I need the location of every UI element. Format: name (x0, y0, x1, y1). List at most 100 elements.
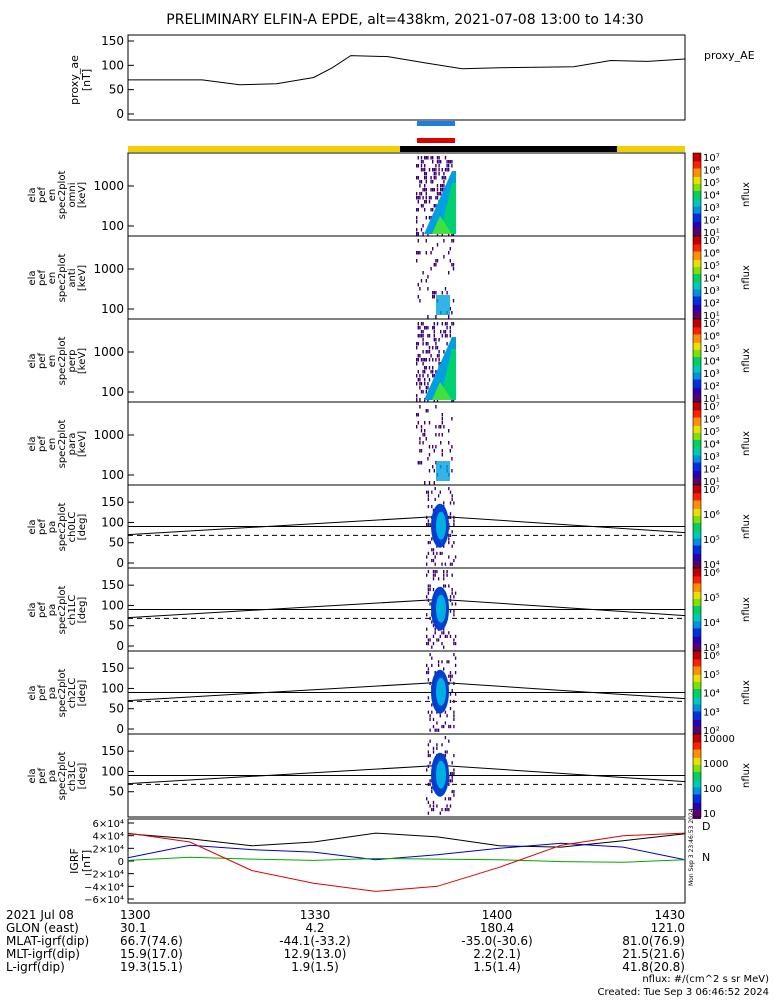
pa-ytick-label: 0 (116, 556, 124, 570)
colorbar-segment (693, 480, 701, 483)
colorbar-segment (693, 634, 701, 637)
pa-pixel (444, 721, 447, 725)
spectrogram-pixel (432, 370, 434, 374)
pa-pixel (441, 551, 443, 555)
colorbar-segment (693, 209, 701, 212)
spectrogram-pixel (441, 168, 443, 172)
colorbar-segment (693, 162, 701, 165)
spectrogram-pixel (424, 326, 426, 330)
colorbar-segment (693, 694, 701, 697)
colorbar-segment (693, 389, 701, 392)
pa-pixel (451, 591, 453, 595)
colorbar-segment (693, 228, 701, 231)
pa-pixel (427, 551, 430, 555)
pa-pixel (431, 620, 433, 624)
colorbar-segment (693, 600, 701, 603)
colorbar-segment (693, 169, 701, 172)
energy-ylabel-line: en (47, 189, 58, 202)
colorbar-tick-label: 1000 (703, 759, 728, 770)
spectrogram-pixel (449, 307, 451, 311)
colorbar-segment (693, 220, 701, 223)
spectrogram-pixel (435, 370, 437, 374)
spectrogram-pixel (438, 168, 440, 172)
colorbar-segment (693, 435, 701, 438)
pa-pixel (441, 562, 443, 566)
spectrogram-pixel (449, 247, 451, 251)
colorbar-segment (693, 779, 701, 782)
pa-pixel (431, 703, 433, 707)
colorbar-segment (693, 569, 701, 572)
colorbar-segment (693, 766, 701, 769)
pa-pixel (451, 530, 453, 534)
colorbar-segment (693, 788, 701, 791)
colorbar-segment (693, 710, 701, 713)
pa-pixel (426, 555, 428, 559)
igrf-ytick-label: −2×10⁴ (84, 870, 124, 881)
spectrogram-pixel (427, 287, 429, 291)
colorbar-segment (693, 199, 701, 202)
spectrogram-pixel (451, 445, 453, 449)
spectrogram-pixel (430, 208, 432, 212)
pa-pixel (436, 728, 438, 732)
colorbar-segment (693, 179, 701, 182)
energy-ylabel-line: [keV] (77, 265, 88, 291)
colorbar-segment (693, 189, 701, 192)
spectrogram-pixel (438, 433, 440, 437)
igrf-series-line (127, 832, 686, 848)
spectrogram-pixel (432, 346, 434, 350)
spectrogram-pixel (436, 243, 439, 247)
colorbar-segment (693, 763, 701, 766)
flux-region (436, 295, 450, 315)
colorbar-segment (693, 589, 701, 592)
spectrogram-pixel (428, 366, 431, 370)
spectrogram-pixel (441, 176, 443, 180)
colorbar-segment (693, 196, 701, 199)
colorbar-segment (693, 486, 701, 489)
pa-pixel (426, 797, 428, 801)
igrf-legend-n: N (702, 851, 710, 864)
pa-pixel (451, 497, 453, 501)
spectrogram-pixel (420, 390, 423, 394)
pa-pixel (441, 642, 443, 646)
spectrogram-pixel (451, 311, 453, 315)
colorbar-tick-label: 10⁷ (703, 319, 720, 330)
colorbar-segment (693, 362, 701, 365)
colorbar-segment (693, 544, 701, 547)
spectrogram-pixel (433, 326, 435, 330)
spectrogram-pixel (419, 374, 421, 378)
spectrogram-pixel (422, 338, 424, 342)
colorbar-segment (693, 683, 701, 686)
pa-pixel (429, 616, 431, 620)
pa-pixel (446, 750, 448, 754)
colorbar-segment (693, 320, 701, 323)
pa-pixel (449, 772, 452, 776)
pa-pixel (426, 523, 428, 527)
pa-pixel (453, 642, 455, 646)
spectrogram-pixel (424, 378, 426, 382)
colorbar-segment (693, 181, 701, 184)
pa-ytick-label: 100 (101, 764, 124, 778)
colorbar-segment (693, 613, 701, 616)
proxy-ytick-label: 100 (101, 58, 124, 72)
pa-ylabel-line: pef (37, 685, 48, 702)
spectrogram-pixel (449, 326, 451, 330)
colorbar-segment (693, 636, 701, 639)
spectrogram-pixel (432, 156, 434, 160)
spectrogram-pixel (425, 366, 427, 370)
colorbar-segment (693, 493, 701, 496)
pa-pixel (439, 714, 441, 718)
colorbar-segment (693, 448, 701, 451)
pa-pixel (443, 631, 445, 635)
colorbar-segment (693, 165, 701, 168)
spectrogram-pixel (435, 176, 437, 180)
pa-pixel (434, 573, 436, 577)
pa-pixel (441, 631, 443, 635)
colorbar-segment (693, 272, 701, 275)
colorbar-segment (693, 423, 701, 426)
colorbar-segment (693, 698, 701, 701)
colorbar-segment (693, 660, 701, 663)
spectrogram-pixel (419, 398, 421, 402)
pa-pixel (436, 570, 438, 574)
loss-cone-line (127, 764, 686, 785)
